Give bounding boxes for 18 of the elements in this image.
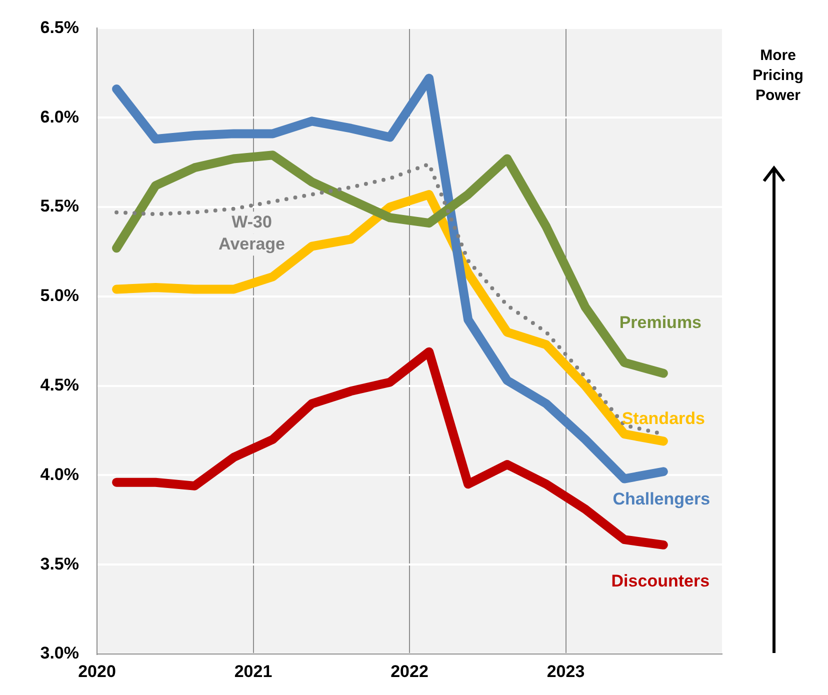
y-tick-label: 4.0% [40, 464, 79, 484]
y-tick-label: 5.0% [40, 286, 79, 306]
text: Discounters [611, 572, 710, 591]
series-label: Premiums [619, 312, 702, 332]
series-label: W-30 Average [218, 212, 286, 254]
x-tick-label: 2023 [546, 662, 585, 681]
y-tick-label: 4.5% [40, 375, 79, 394]
x-tick-label: 2020 [78, 662, 116, 681]
y-tick-label: 6.0% [40, 107, 79, 126]
x-tick-label: 2021 [234, 662, 272, 681]
y-tick-label: 3.5% [40, 554, 79, 574]
text: More Pricing Power [752, 46, 804, 106]
y-tick-label: 3.0% [40, 644, 79, 663]
series-label: Challengers [612, 489, 710, 508]
y-tick-label: 6.5% [40, 18, 79, 37]
x-tick-label: 2022 [390, 662, 428, 681]
y-tick-label: 5.5% [40, 196, 79, 216]
series-label: Standards [622, 408, 705, 428]
